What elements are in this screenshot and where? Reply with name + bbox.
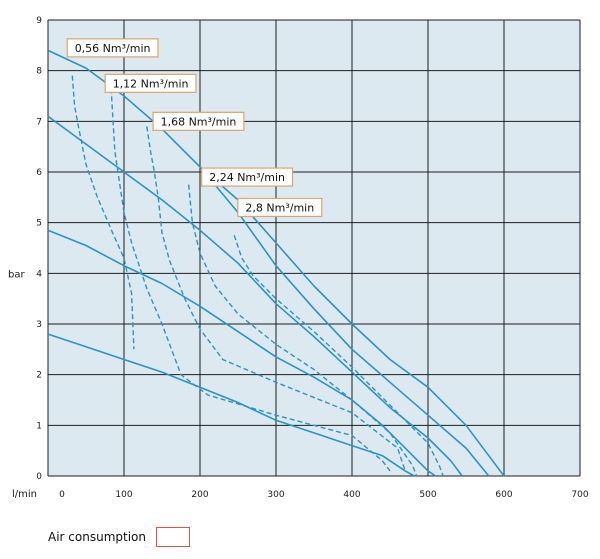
y-tick-label: 9 <box>36 16 42 26</box>
y-tick-label: 1 <box>36 421 42 431</box>
x-tick-label: 200 <box>191 490 208 500</box>
curve-label-box <box>152 111 245 131</box>
y-tick-label: 6 <box>36 168 42 178</box>
y-tick-label: 8 <box>36 67 42 77</box>
curve-label: 1,12 Nm³/min <box>104 73 197 93</box>
x-tick-label: 600 <box>495 490 512 500</box>
dashed-curve <box>110 88 391 472</box>
y-axis-label: bar <box>8 269 25 280</box>
dashed-curve <box>187 184 418 477</box>
plot-area <box>48 20 580 476</box>
solid-curve <box>199 166 505 477</box>
y-tick-label: 3 <box>36 320 42 330</box>
curve-label-text: 2,8 Nm³/min <box>245 201 314 214</box>
solid-curve <box>47 333 415 477</box>
dashed-curve <box>146 126 406 472</box>
dashed-curve <box>71 75 135 350</box>
curve-label-text: 0,56 Nm³/min <box>75 42 151 55</box>
x-tick-label: 0 <box>59 490 65 500</box>
x-tick-label: 700 <box>571 490 588 500</box>
curve-label: 0,56 Nm³/min <box>66 38 159 58</box>
legend: Air consumption <box>48 527 190 547</box>
y-tick-label: 7 <box>36 117 42 127</box>
x-tick-labels: 0 100 200 300 400 500 600 700 <box>59 490 589 500</box>
curve-label-box <box>237 197 323 218</box>
curve-label-text: 1,12 Nm³/min <box>113 77 189 90</box>
x-tick-label: 100 <box>115 490 132 500</box>
y-tick-label: 5 <box>36 219 42 229</box>
solid-curve <box>47 229 437 477</box>
curve-labels: 0,56 Nm³/min 1,12 Nm³/min 1,68 Nm³/min 2,24… <box>66 38 323 218</box>
curve-label-box <box>201 167 294 187</box>
x-tick-label: 300 <box>267 490 284 500</box>
solid-curves <box>47 49 505 477</box>
curve-label-text: 2,24 Nm³/min <box>209 171 285 184</box>
curve-label: 1,68 Nm³/min <box>152 111 245 131</box>
x-tick-label: 400 <box>343 490 360 500</box>
y-tick-label: 2 <box>36 371 42 381</box>
y-tick-label: 4 <box>36 269 42 279</box>
curve-label-text: 1,68 Nm³/min <box>161 115 237 128</box>
solid-curve <box>47 49 490 477</box>
dashed-curves <box>71 75 444 477</box>
curve-label-box <box>104 73 197 93</box>
pump-performance-chart: 0 1 2 3 4 5 6 7 8 9 0 100 200 300 400 500 600 700 0,56 N… <box>8 16 589 500</box>
legend-swatch <box>156 527 190 547</box>
x-axis-unit-label: l/min <box>12 489 37 500</box>
curve-label-box <box>66 38 159 58</box>
y-tick-label: 0 <box>36 472 42 482</box>
curve-label: 2,8 Nm³/min <box>237 197 323 218</box>
legend-label: Air consumption <box>48 530 146 544</box>
y-tick-labels: 0 1 2 3 4 5 6 7 8 9 <box>36 16 42 482</box>
solid-curve <box>47 115 463 477</box>
x-tick-label: 500 <box>419 490 436 500</box>
curve-label: 2,24 Nm³/min <box>201 167 294 187</box>
dashed-curve <box>233 235 444 477</box>
